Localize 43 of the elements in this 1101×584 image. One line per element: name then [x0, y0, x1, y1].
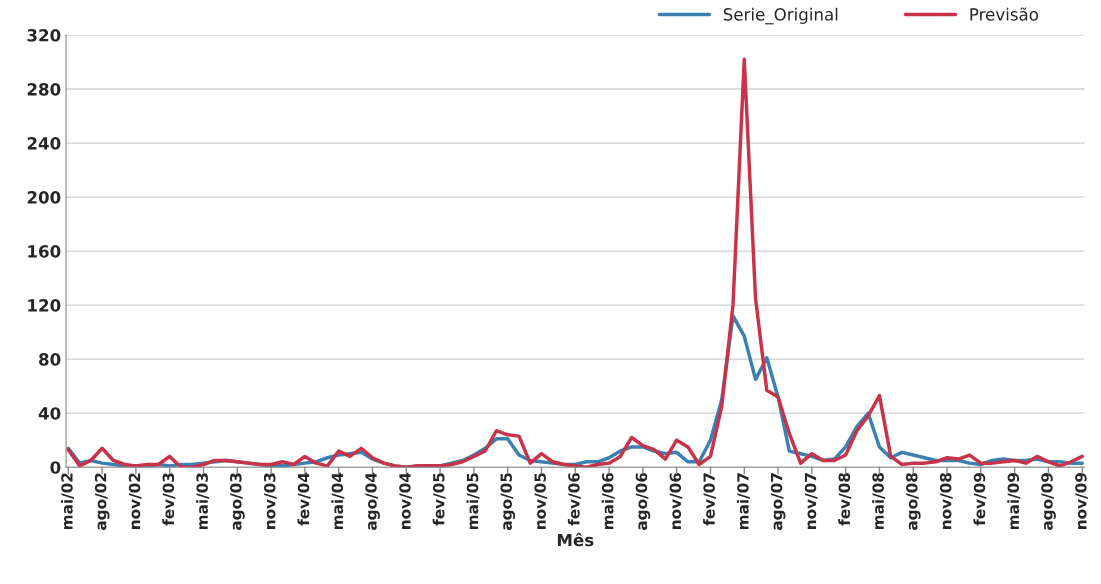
x-tick-label: ago/03	[230, 473, 245, 530]
y-tick-label: 320	[27, 29, 61, 42]
x-tick-label: mai/02	[60, 473, 74, 530]
y-tick-label: 240	[27, 137, 61, 150]
y-tick-label: 280	[27, 83, 61, 96]
y-tick-label: 40	[38, 407, 61, 420]
x-tick-label: ago/06	[635, 472, 651, 530]
x-tick-label: mai/07	[736, 473, 750, 530]
x-tick-label: ago/02	[94, 473, 110, 530]
y-tick-label: 80	[39, 353, 61, 366]
x-tick-label: fev/06	[567, 472, 581, 526]
x-tick-label: ago/04	[365, 472, 380, 530]
x-tick-label: ago/09	[1041, 473, 1056, 530]
x-tick-label: fev/05	[432, 473, 446, 526]
x-tick-label: nov/03	[263, 473, 277, 529]
x-axis-title: Mês	[557, 532, 594, 547]
x-tick-label: nov/07	[804, 473, 818, 529]
x-tick-label: ago/08	[906, 473, 921, 530]
x-tick-label: nov/09	[1075, 473, 1088, 529]
x-tick-label: nov/08	[939, 473, 953, 529]
x-tick-label: nov/06	[669, 472, 683, 529]
x-tick-label: mai/06	[601, 472, 615, 530]
x-tick-label: fev/09	[973, 473, 987, 526]
y-tick-label: 200	[27, 191, 61, 204]
x-tick-label: ago/07	[770, 473, 786, 530]
x-tick-label: mai/04	[331, 472, 345, 530]
x-tick-label: mai/05	[466, 473, 480, 530]
x-tick-label: nov/05	[534, 473, 548, 529]
x-tick-label: fev/04	[297, 472, 311, 526]
x-tick-label: fev/07	[703, 473, 717, 526]
legend-label: Serie_Original	[723, 7, 838, 25]
x-tick-label: ago/05	[500, 473, 516, 530]
legend-label: Previsão	[970, 7, 1039, 21]
x-tick-label: mai/09	[1007, 473, 1021, 530]
x-tick-label: mai/08	[872, 473, 886, 530]
x-tick-label: nov/04	[399, 472, 412, 529]
x-tick-label: nov/02	[128, 473, 142, 529]
x-tick-label: fev/08	[838, 473, 852, 526]
y-tick-label: 0	[50, 461, 61, 474]
y-tick-label: 160	[28, 245, 61, 258]
y-tick-label: 120	[28, 299, 61, 312]
x-tick-label: fev/03	[162, 473, 176, 526]
x-tick-label: mai/03	[196, 473, 210, 530]
